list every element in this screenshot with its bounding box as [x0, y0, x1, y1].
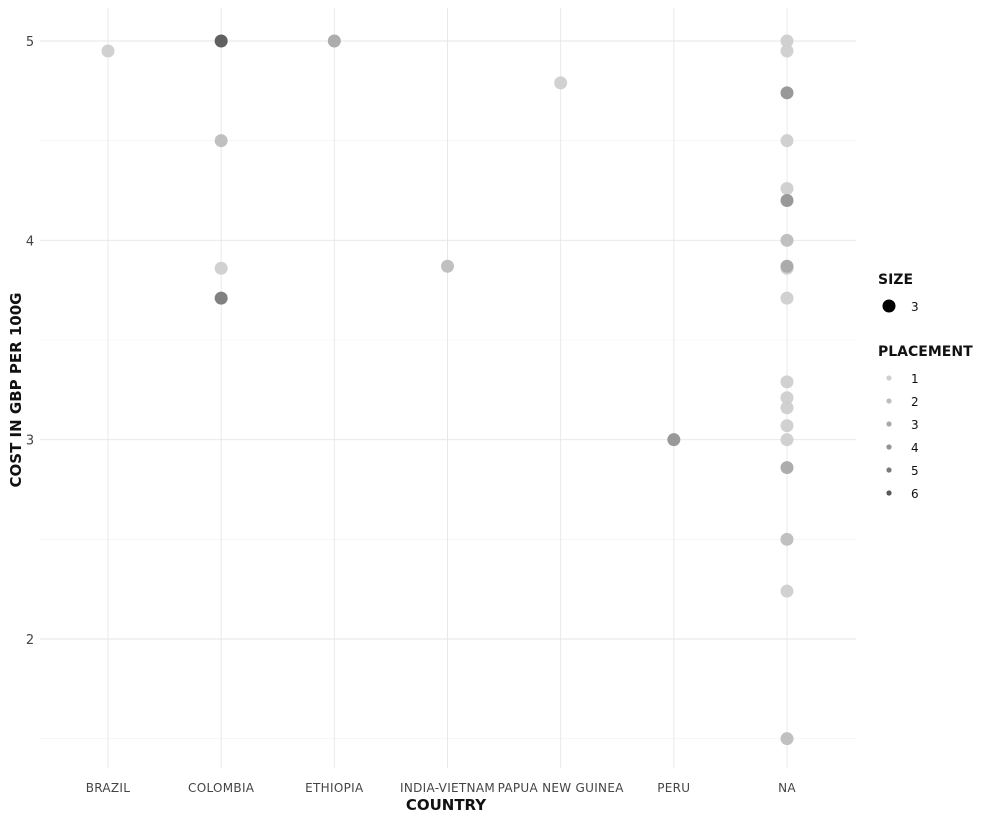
data-point: [780, 584, 794, 598]
legend-key: [886, 398, 892, 404]
y-tick-label: 5: [26, 35, 34, 50]
legend-label: 3: [911, 300, 919, 314]
data-point: [780, 86, 794, 100]
data-point: [780, 233, 794, 247]
legend-key: [886, 490, 892, 496]
x-tick-label: COLOMBIA: [188, 781, 255, 795]
data-point: [780, 391, 794, 405]
data-point: [780, 532, 794, 546]
data-point: [101, 44, 115, 58]
grid: [40, 8, 856, 768]
x-axis-title: COUNTRY: [406, 796, 487, 814]
y-tick-label: 2: [26, 633, 34, 648]
legend-label: 4: [911, 441, 919, 455]
legend-label: 2: [911, 395, 919, 409]
legend-label: 3: [911, 418, 919, 432]
legend-key: [882, 299, 896, 313]
data-point: [780, 732, 794, 746]
data-point: [327, 34, 341, 48]
data-point: [780, 419, 794, 433]
legend-label: 6: [911, 487, 919, 501]
data-points: [101, 34, 794, 746]
y-axis-ticks: 2 3 4 5: [26, 35, 34, 648]
data-point: [554, 76, 568, 90]
y-tick-label: 3: [26, 434, 34, 449]
y-tick-label: 4: [26, 234, 34, 249]
x-tick-label: NA: [778, 781, 796, 795]
data-point: [441, 259, 454, 273]
data-point: [780, 291, 794, 305]
data-point: [780, 193, 794, 207]
y-axis-title: COST IN GBP PER 100G: [7, 293, 25, 488]
legend-key: [886, 421, 892, 427]
x-tick-label: PAPUA NEW GUINEA: [498, 781, 625, 795]
x-tick-label: ETHIOPIA: [305, 781, 364, 795]
legend: SIZE 3 PLACEMENT 1 2 3 4 5 6: [878, 272, 973, 501]
data-point: [214, 134, 228, 148]
legend-title: PLACEMENT: [878, 344, 973, 360]
data-point: [780, 375, 794, 389]
legend-label: 1: [911, 372, 919, 386]
data-point: [780, 182, 794, 196]
data-point: [780, 134, 794, 148]
x-tick-label: BRAZIL: [86, 781, 131, 795]
data-point: [780, 259, 794, 273]
data-point: [780, 34, 794, 48]
data-point: [214, 261, 228, 275]
data-point: [780, 401, 794, 415]
data-point: [780, 433, 794, 447]
x-tick-label: INDIA-VIETNAM: [400, 781, 495, 795]
data-point: [214, 34, 228, 48]
data-point: [780, 44, 794, 58]
legend-title: SIZE: [878, 272, 913, 288]
legend-label: 5: [911, 464, 919, 478]
x-tick-label: PERU: [657, 781, 690, 795]
x-axis-ticks: BRAZIL COLOMBIA ETHIOPIA INDIA-VIETNAM PAPUA…: [86, 781, 796, 795]
data-point: [780, 461, 794, 475]
legend-key: [886, 444, 892, 450]
data-point: [214, 291, 228, 305]
data-point: [667, 433, 681, 447]
legend-key: [886, 375, 892, 381]
legend-key: [886, 467, 892, 473]
